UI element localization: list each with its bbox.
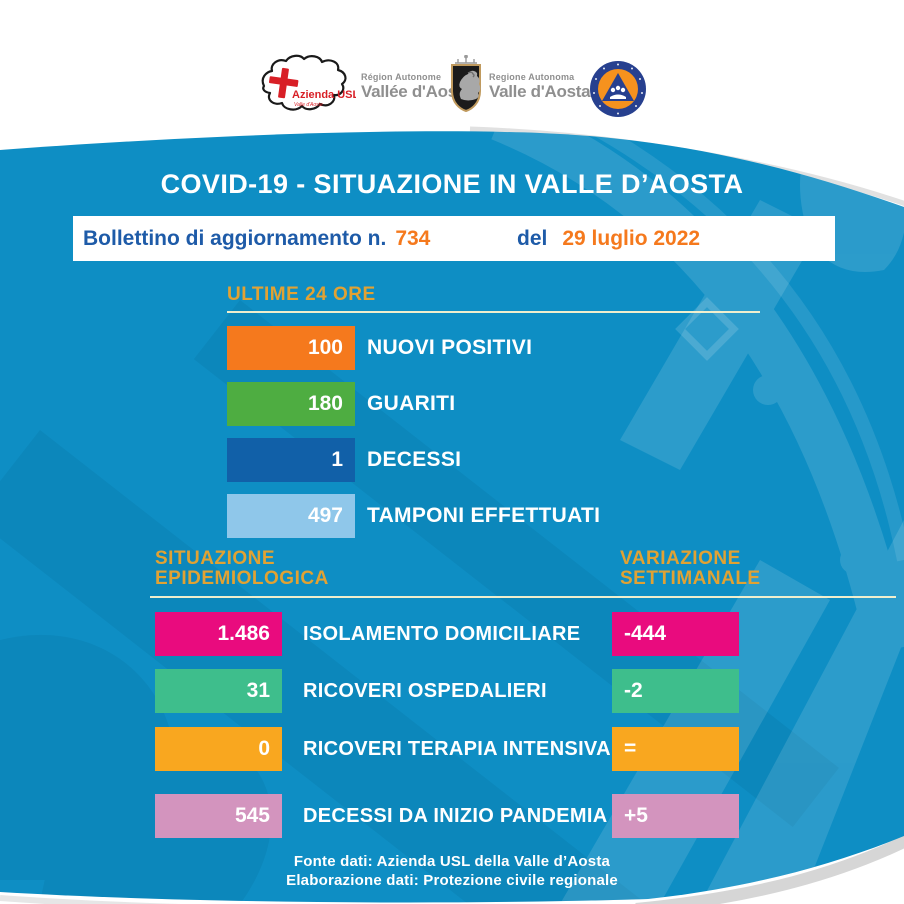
region-fr-line1: Région Autonome [361, 72, 442, 82]
stat-value: 100 [307, 336, 343, 359]
value-bar: 31 [155, 669, 282, 713]
row-label: RICOVERI OSPEDALIERI [303, 679, 547, 702]
protezione-civile-logo-icon [590, 61, 646, 117]
bulletin-date: 29 luglio 2022 [562, 226, 701, 250]
last24-divider [227, 311, 760, 313]
azienda-usl-logo-icon: Azienda USL Valle d'Aoste [261, 54, 356, 111]
row-value: 0 [258, 737, 270, 760]
footer-source: Fonte dati: Azienda USL della Valle d’Ao… [293, 853, 611, 870]
bulletin-number: 734 [395, 226, 431, 250]
stat-row-nuovi-positivi: 100 NUOVI POSITIVI [227, 326, 767, 370]
situation-heading-line1: SITUAZIONE [155, 548, 276, 569]
svg-text:Valle d'Aoste: Valle d'Aoste [294, 102, 323, 108]
situation-divider [150, 596, 896, 598]
variation-value: -444 [624, 622, 667, 645]
footer-elaboration: Elaborazione dati: Protezione civile reg… [286, 872, 618, 889]
row-terapia-intensiva: 0 RICOVERI TERAPIA INTENSIVA = [155, 727, 904, 771]
row-decessi-pandemia: 545 DECESSI DA INIZIO PANDEMIA +5 [155, 794, 904, 838]
stat-label: DECESSI [367, 448, 462, 471]
page-title: COVID-19 - SITUAZIONE IN VALLE D’AOSTA [160, 169, 744, 199]
variation-box: = [612, 727, 739, 771]
variation-value: = [624, 737, 637, 760]
valle-daosta-shield-logo-icon [451, 55, 481, 113]
bulletin-bar: Bollettino di aggiornamento n. 734 del 2… [73, 216, 835, 261]
stat-value: 497 [307, 504, 343, 527]
stat-row-guariti: 180 GUARITI [227, 382, 767, 426]
row-ricoveri-ospedalieri: 31 RICOVERI OSPEDALIERI -2 [155, 669, 904, 713]
region-label-it: Regione Autonoma Valle d'Aosta [489, 72, 591, 102]
svg-text:Azienda USL: Azienda USL [292, 89, 356, 101]
variation-heading: VARIAZIONE SETTIMANALE [620, 549, 761, 589]
stat-value: 180 [307, 392, 343, 415]
bulletin-label: Bollettino di aggiornamento n. [83, 226, 387, 250]
value-bar: 1 [227, 438, 355, 482]
value-bar: 100 [227, 326, 355, 370]
row-value: 545 [234, 804, 270, 827]
value-bar: 545 [155, 794, 282, 838]
stat-value: 1 [331, 448, 343, 471]
region-label-fr: Région Autonome Vallée d'Aoste [361, 72, 472, 102]
situation-heading-line2: EPIDEMIOLOGICA [155, 568, 329, 589]
bulletin-date-group: del 29 luglio 2022 [517, 216, 700, 261]
value-bar: 1.486 [155, 612, 282, 656]
last24-heading: ULTIME 24 ORE [227, 284, 376, 305]
stat-row-decessi: 1 DECESSI [227, 438, 767, 482]
region-fr-line2: Vallée d'Aoste [361, 82, 472, 102]
value-bar: 180 [227, 382, 355, 426]
variation-value: +5 [624, 804, 648, 827]
region-it-line2: Valle d'Aosta [489, 82, 591, 102]
variation-value: -2 [624, 679, 643, 702]
stat-row-tamponi: 497 TAMPONI EFFETTUATI [227, 494, 767, 538]
stat-label: TAMPONI EFFETTUATI [367, 504, 601, 527]
row-isolamento-domiciliare: 1.486 ISOLAMENTO DOMICILIARE -444 [155, 612, 904, 656]
variation-box: +5 [612, 794, 739, 838]
row-label: DECESSI DA INIZIO PANDEMIA [303, 804, 608, 827]
row-value: 1.486 [217, 622, 270, 645]
bulletin-del-label: del [517, 226, 548, 250]
variation-box: -2 [612, 669, 739, 713]
row-label: RICOVERI TERAPIA INTENSIVA [303, 737, 611, 760]
variation-box: -444 [612, 612, 739, 656]
row-value: 31 [246, 679, 270, 702]
value-bar: 497 [227, 494, 355, 538]
stat-label: GUARITI [367, 392, 456, 415]
variation-heading-line2: SETTIMANALE [620, 568, 761, 589]
value-bar: 0 [155, 727, 282, 771]
situation-heading: SITUAZIONE EPIDEMIOLOGICA [155, 549, 329, 589]
logo-strip: Azienda USL Valle d'Aoste Région Autonom… [0, 0, 904, 135]
stat-label: NUOVI POSITIVI [367, 336, 533, 359]
row-label: ISOLAMENTO DOMICILIARE [303, 622, 581, 645]
variation-heading-line1: VARIAZIONE [620, 548, 741, 569]
region-it-line1: Regione Autonoma [489, 72, 575, 82]
